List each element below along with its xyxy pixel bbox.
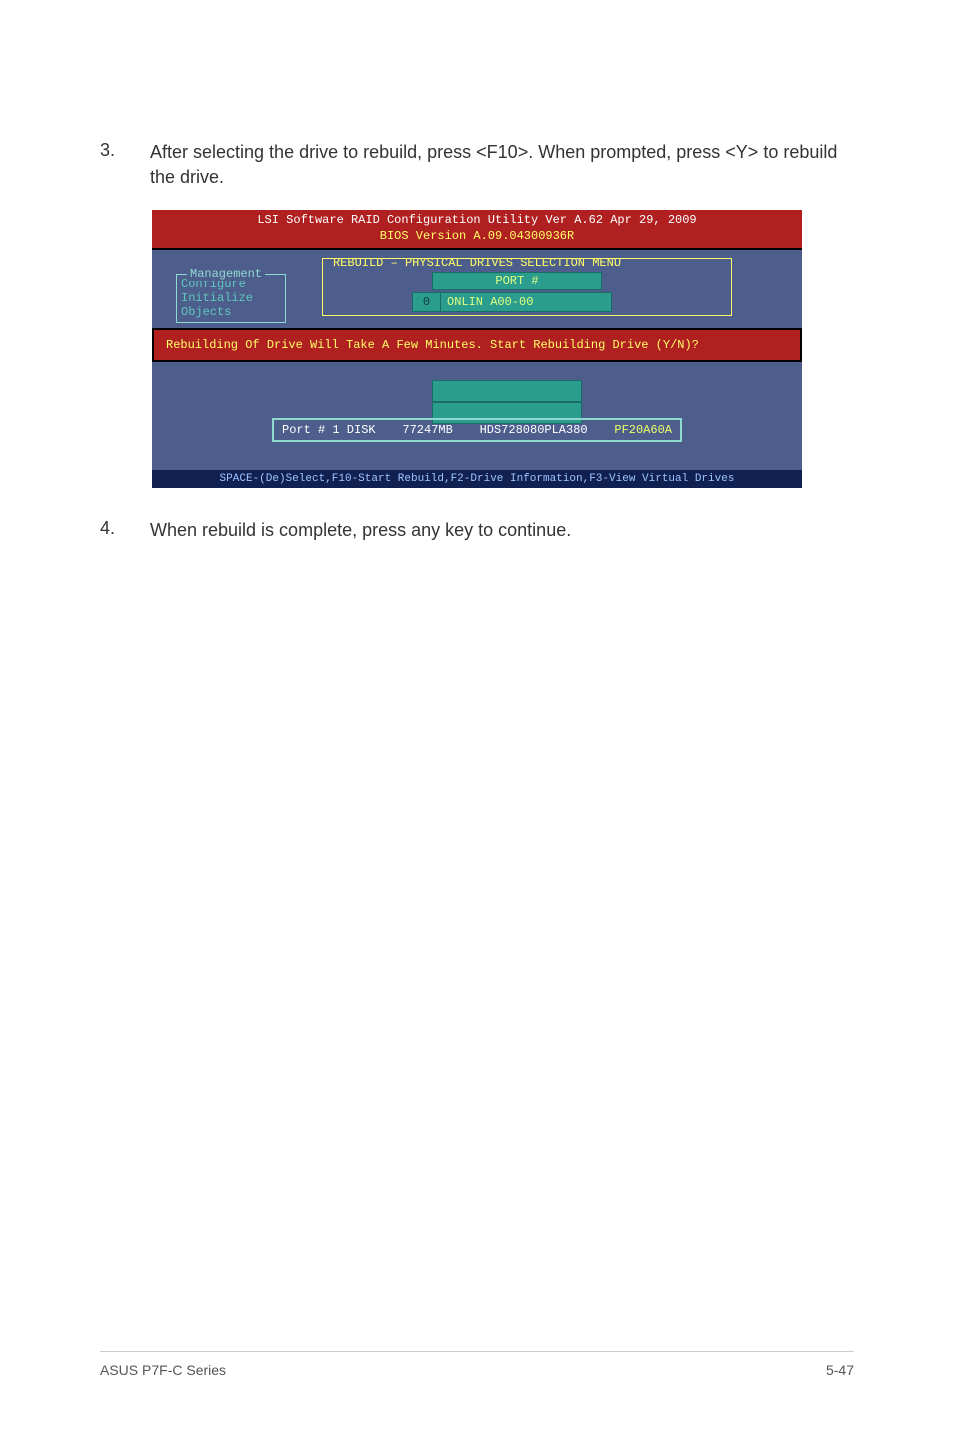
footer-page-number: 5-47: [826, 1362, 854, 1378]
port-info-disk: Port # 1 DISK: [282, 423, 376, 437]
onlin-status: ONLIN A00-00: [441, 293, 611, 311]
bios-help-bar: SPACE-(De)Select,F10-Start Rebuild,F2-Dr…: [152, 470, 802, 488]
management-menu: Management Configure Initialize Objects: [176, 274, 286, 323]
bios-title-line1: LSI Software RAID Configuration Utility …: [152, 213, 802, 229]
port-info-size: 77247MB: [402, 423, 452, 437]
port-info-serial: PF20A60A: [614, 423, 672, 437]
onlin-row: 0 ONLIN A00-00: [412, 292, 612, 312]
step-4-number: 4.: [100, 518, 150, 543]
management-title: Management: [187, 267, 265, 281]
onlin-index: 0: [413, 293, 441, 311]
step-3-number: 3.: [100, 140, 150, 190]
bios-screenshot: LSI Software RAID Configuration Utility …: [152, 210, 802, 487]
empty-cell-1: [432, 380, 582, 402]
mgmt-objects: Objects: [181, 305, 281, 319]
rebuild-prompt: Rebuilding Of Drive Will Take A Few Minu…: [152, 328, 802, 362]
step-4-text: When rebuild is complete, press any key …: [150, 518, 854, 543]
step-3-text: After selecting the drive to rebuild, pr…: [150, 140, 854, 190]
footer-product: ASUS P7F-C Series: [100, 1362, 226, 1378]
mgmt-initialize: Initialize: [181, 291, 281, 305]
port-info-box: Port # 1 DISK 77247MB HDS728080PLA380 PF…: [272, 418, 682, 442]
page-footer: ASUS P7F-C Series 5-47: [100, 1351, 854, 1378]
bios-header: LSI Software RAID Configuration Utility …: [152, 210, 802, 249]
bios-title-line2: BIOS Version A.09.04300936R: [152, 229, 802, 245]
port-info-model: HDS728080PLA380: [480, 423, 588, 437]
port-header-cell: PORT #: [432, 272, 602, 290]
